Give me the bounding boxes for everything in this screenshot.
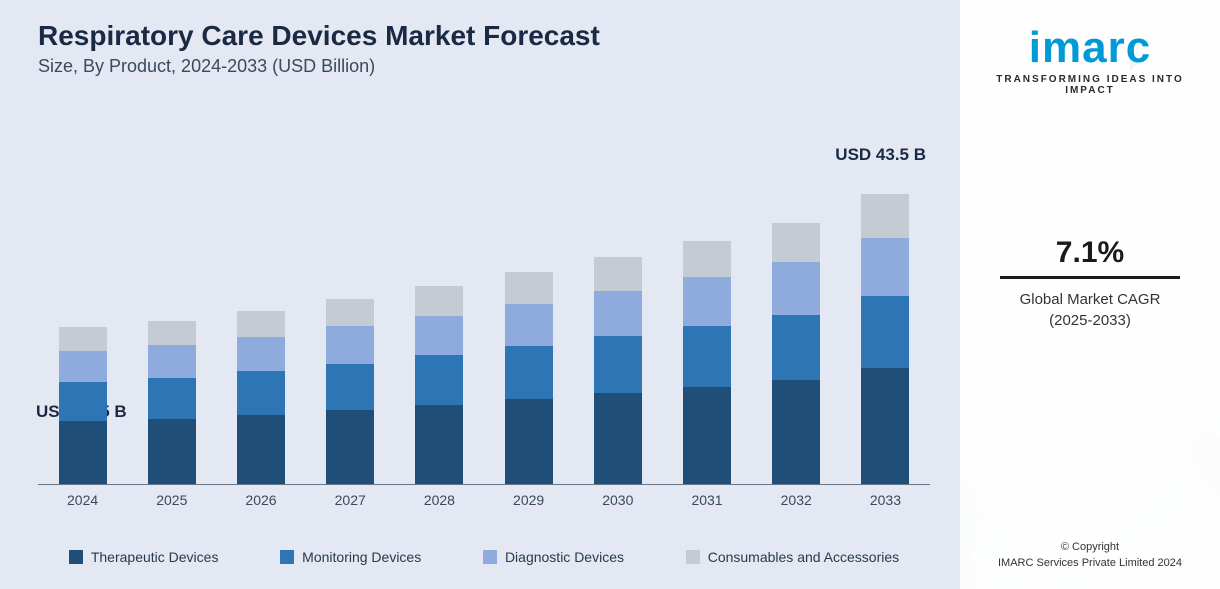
- bar-segment: [59, 421, 107, 484]
- bar-slot: [38, 195, 127, 484]
- bar-stack: [772, 223, 820, 484]
- bar-stack: [148, 321, 196, 484]
- legend-label: Consumables and Accessories: [708, 549, 899, 565]
- bar-stack: [594, 257, 642, 484]
- x-axis-label: 2029: [484, 492, 573, 508]
- bar-slot: [662, 195, 751, 484]
- bar-segment: [237, 415, 285, 484]
- legend-swatch: [280, 550, 294, 564]
- cagr-value: 7.1%: [974, 236, 1206, 270]
- cagr-label: Global Market CAGR (2025-2033): [974, 289, 1206, 331]
- bar-stack: [326, 299, 374, 484]
- x-axis-label: 2025: [127, 492, 216, 508]
- bar-segment: [772, 315, 820, 380]
- bar-segment: [861, 238, 909, 296]
- bar-slot: [306, 195, 395, 484]
- cagr-block: 7.1% Global Market CAGR (2025-2033): [974, 236, 1206, 331]
- bar-segment: [237, 311, 285, 337]
- bar-segment: [594, 257, 642, 291]
- bar-slot: [395, 195, 484, 484]
- logo-tagline: TRANSFORMING IDEAS INTO IMPACT: [974, 74, 1206, 96]
- bar-segment: [505, 346, 553, 399]
- logo: imarc TRANSFORMING IDEAS INTO IMPACT: [974, 26, 1206, 96]
- copyright: © Copyright IMARC Services Private Limit…: [998, 540, 1182, 571]
- bar-segment: [772, 380, 820, 484]
- bar-segment: [326, 364, 374, 410]
- bar-segment: [415, 355, 463, 405]
- bar-segment: [415, 316, 463, 356]
- legend-item: Diagnostic Devices: [483, 549, 624, 565]
- bar-segment: [861, 296, 909, 369]
- bar-segment: [59, 327, 107, 351]
- bar-stack: [237, 311, 285, 484]
- x-axis-label: 2024: [38, 492, 127, 508]
- bar-stack: [415, 286, 463, 484]
- bar-segment: [594, 291, 642, 336]
- bar-segment: [772, 262, 820, 314]
- bar-segment: [326, 410, 374, 484]
- bar-slot: [752, 195, 841, 484]
- bar-segment: [683, 241, 731, 278]
- legend-label: Monitoring Devices: [302, 549, 421, 565]
- cagr-divider: [1000, 276, 1180, 279]
- bar-segment: [148, 378, 196, 419]
- bar-segment: [148, 419, 196, 484]
- legend-swatch: [483, 550, 497, 564]
- bar-segment: [683, 387, 731, 484]
- x-axis-label: 2030: [573, 492, 662, 508]
- x-axis-label: 2027: [306, 492, 395, 508]
- chart-panel: Respiratory Care Devices Market Forecast…: [0, 0, 960, 589]
- bar-segment: [237, 371, 285, 414]
- bar-segment: [683, 277, 731, 326]
- bar-segment: [861, 368, 909, 484]
- bar-slot: [127, 195, 216, 484]
- bar-stack: [683, 241, 731, 484]
- last-bar-value-label: USD 43.5 B: [835, 145, 926, 165]
- bar-segment: [59, 382, 107, 421]
- x-axis-label: 2033: [841, 492, 930, 508]
- bar-segment: [237, 337, 285, 372]
- legend-label: Diagnostic Devices: [505, 549, 624, 565]
- bar-stack: [861, 194, 909, 484]
- bar-segment: [594, 336, 642, 393]
- bar-segment: [594, 393, 642, 484]
- bar-segment: [505, 272, 553, 304]
- legend-item: Monitoring Devices: [280, 549, 421, 565]
- legend-swatch: [686, 550, 700, 564]
- bar-segment: [59, 351, 107, 382]
- legend: Therapeutic Devices Monitoring Devices Dia…: [38, 549, 930, 565]
- bar-slot: [216, 195, 305, 484]
- bar-segment: [415, 405, 463, 484]
- bar-segment: [148, 345, 196, 378]
- bar-slot: [573, 195, 662, 484]
- bar-segment: [683, 326, 731, 387]
- chart-subtitle: Size, By Product, 2024-2033 (USD Billion…: [38, 56, 930, 77]
- bar-segment: [148, 321, 196, 346]
- legend-label: Therapeutic Devices: [91, 549, 219, 565]
- bar-slot: [484, 195, 573, 484]
- right-panel: imarc TRANSFORMING IDEAS INTO IMPACT 7.1…: [960, 0, 1220, 589]
- legend-item: Consumables and Accessories: [686, 549, 899, 565]
- x-axis-label: 2032: [752, 492, 841, 508]
- legend-item: Therapeutic Devices: [69, 549, 219, 565]
- bar-segment: [505, 399, 553, 484]
- bar-segment: [861, 194, 909, 238]
- bar-segment: [326, 299, 374, 327]
- x-axis-label: 2026: [216, 492, 305, 508]
- bar-segment: [505, 304, 553, 346]
- plot-area: [38, 195, 930, 485]
- bar-stack: [59, 327, 107, 484]
- legend-swatch: [69, 550, 83, 564]
- bar-segment: [326, 326, 374, 363]
- chart-title: Respiratory Care Devices Market Forecast: [38, 20, 930, 52]
- x-axis-label: 2031: [662, 492, 751, 508]
- bar-segment: [772, 223, 820, 262]
- x-axis-labels: 2024202520262027202820292030203120322033: [38, 492, 930, 508]
- bar-segment: [415, 286, 463, 316]
- bar-slot: [841, 195, 930, 484]
- bar-stack: [505, 272, 553, 484]
- x-axis-label: 2028: [395, 492, 484, 508]
